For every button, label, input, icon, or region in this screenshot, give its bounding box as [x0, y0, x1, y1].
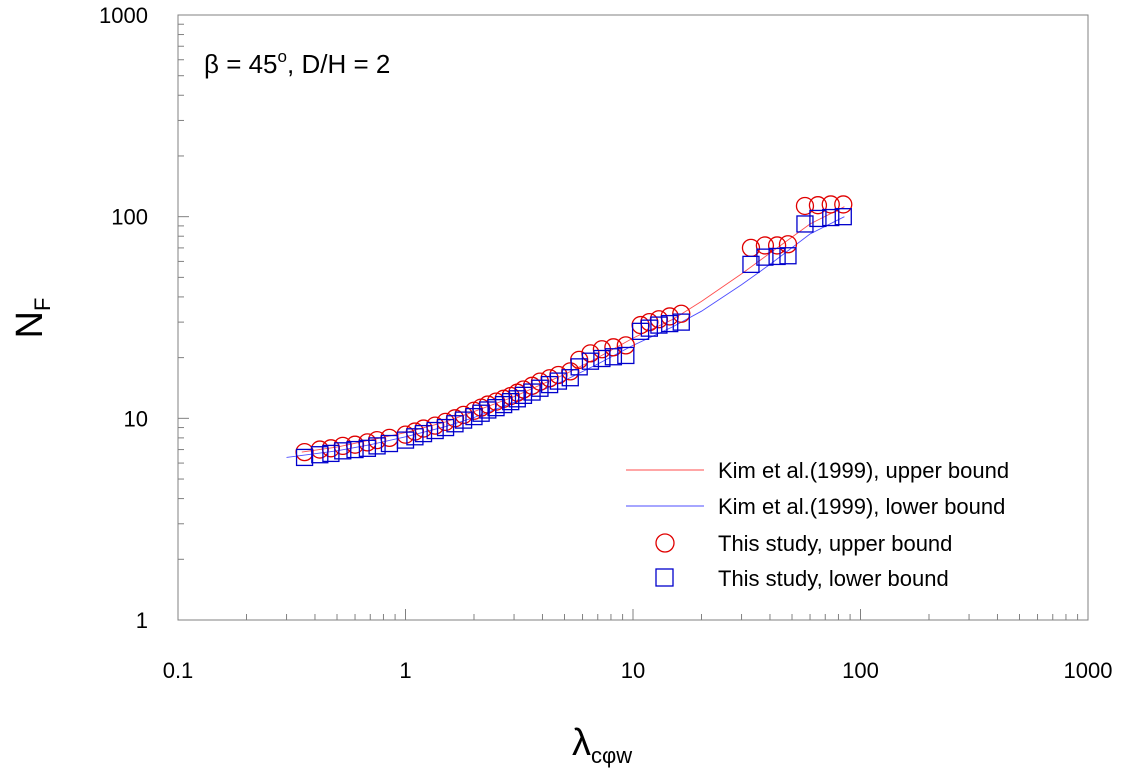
x-axis-label: λcφw — [572, 722, 632, 768]
point-upper-bound — [616, 336, 635, 355]
axis-ticks — [177, 23, 1079, 621]
point-lower-bound — [756, 248, 774, 266]
point-lower-bound — [396, 431, 415, 449]
y-axis-label-sub: F — [30, 298, 55, 311]
legend: Kim et al.(1999), upper bound Kim et al.… — [626, 458, 1009, 591]
point-lower-bound — [650, 316, 668, 334]
x-tick-label: 0.1 — [163, 658, 194, 683]
point-lower-bound — [768, 247, 786, 266]
series-markers — [295, 195, 853, 467]
point-lower-bound — [581, 352, 600, 370]
point-lower-bound — [311, 446, 329, 464]
point-lower-bound — [540, 375, 559, 394]
point-lower-bound — [334, 442, 352, 460]
point-upper-bound — [778, 235, 798, 254]
point-lower-bound — [742, 255, 760, 274]
point-lower-bound — [531, 379, 549, 397]
legend-label-kim-lower: Kim et al.(1999), lower bound — [718, 494, 1005, 519]
x-tick-label: 100 — [842, 658, 879, 683]
point-upper-bound — [834, 195, 853, 214]
point-lower-bound — [617, 346, 635, 365]
x-tick-label: 10 — [621, 658, 645, 683]
y-tick-label: 1 — [136, 608, 148, 633]
point-lower-bound — [822, 208, 840, 227]
point-lower-bound — [494, 395, 513, 414]
point-upper-bound — [767, 236, 787, 255]
series-lines — [286, 206, 845, 458]
point-lower-bound — [549, 372, 568, 390]
point-lower-bound — [454, 411, 473, 429]
point-upper-bound — [649, 310, 669, 329]
series-line-0 — [301, 206, 845, 453]
x-axis-label-sub: cφw — [591, 743, 632, 768]
point-lower-bound — [640, 319, 659, 337]
annotation-beta-eq: = 45 — [219, 49, 278, 79]
point-upper-bound — [795, 196, 815, 216]
point-upper-bound — [631, 315, 650, 335]
y-axis-label: NF — [9, 298, 55, 339]
svg-text:NF: NF — [9, 298, 55, 339]
annotation-beta: β — [204, 49, 219, 79]
legend-label-study-upper: This study, upper bound — [718, 531, 952, 556]
tick-labels: 0.1 1 10 100 1000 1 10 100 1000 — [99, 3, 1112, 683]
point-lower-bound — [779, 247, 797, 265]
point-lower-bound — [834, 208, 852, 226]
point-lower-bound — [661, 314, 679, 333]
x-tick-label: 1 — [399, 658, 411, 683]
y-tick-label: 1000 — [99, 3, 148, 28]
point-lower-bound — [672, 313, 690, 331]
x-tick-label: 1000 — [1064, 658, 1113, 683]
y-tick-label: 100 — [111, 205, 148, 230]
point-lower-bound — [465, 407, 483, 426]
legend-label-kim-upper: Kim et al.(1999), upper bound — [718, 458, 1009, 483]
point-upper-bound — [821, 195, 840, 214]
point-lower-bound — [508, 390, 526, 408]
point-lower-bound — [426, 421, 444, 440]
point-lower-bound — [796, 215, 814, 233]
point-lower-bound — [631, 322, 650, 340]
chart-annotation: β = 45o, D/H = 2 — [204, 47, 390, 79]
point-lower-bound — [502, 392, 520, 411]
point-lower-bound — [604, 348, 623, 366]
point-upper-bound — [808, 196, 828, 215]
point-lower-bound — [322, 444, 340, 463]
point-lower-bound — [561, 369, 579, 387]
point-upper-bound — [755, 236, 775, 255]
point-lower-bound — [295, 448, 314, 467]
point-lower-bound — [593, 349, 611, 368]
plot-frame — [177, 14, 1089, 621]
point-lower-bound — [809, 209, 827, 228]
point-upper-bound — [640, 312, 659, 332]
annotation-beta-sup: o — [278, 47, 287, 66]
point-lower-bound — [414, 424, 433, 443]
legend-label-study-lower: This study, lower bound — [718, 566, 949, 591]
point-lower-bound — [436, 418, 455, 437]
y-axis-label-main: N — [9, 311, 51, 338]
point-lower-bound — [346, 440, 364, 459]
point-lower-bound — [472, 404, 490, 422]
point-lower-bound — [368, 437, 386, 455]
legend-swatch-study-lower — [655, 568, 674, 587]
y-tick-label: 10 — [124, 406, 148, 431]
legend-swatch-study-upper — [655, 533, 675, 553]
x-axis-label-main: λ — [572, 722, 591, 764]
point-lower-bound — [570, 358, 588, 376]
point-lower-bound — [358, 439, 377, 457]
annotation-rest: , D/H = 2 — [287, 49, 390, 79]
